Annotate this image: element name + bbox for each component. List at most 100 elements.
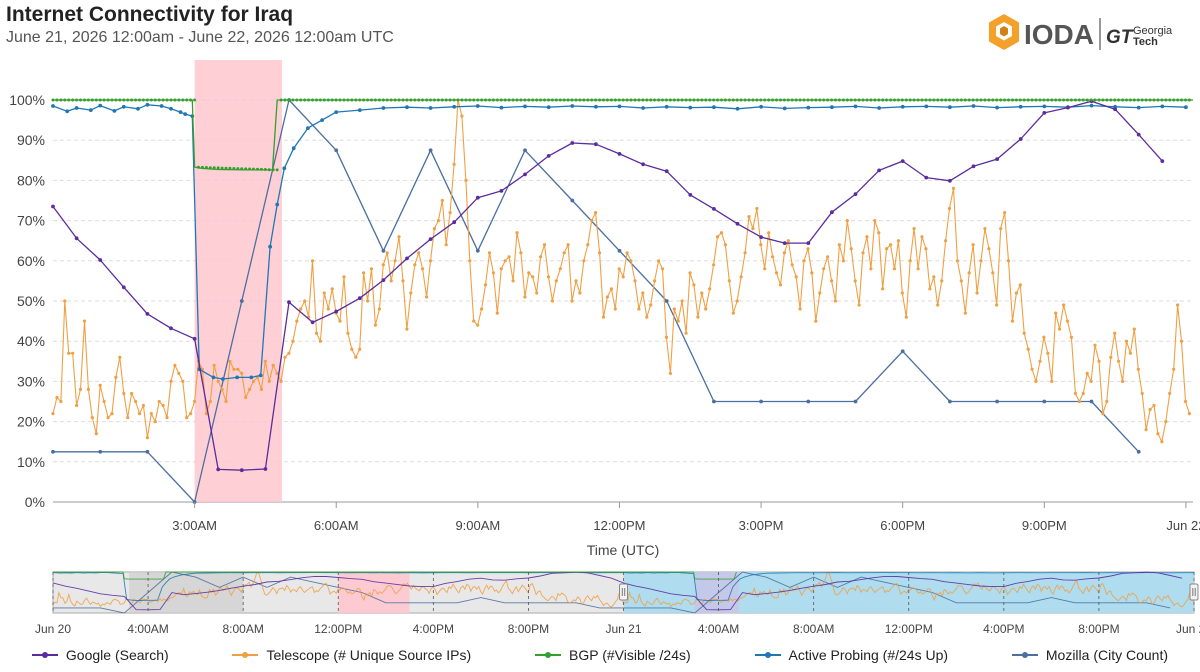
point-telescope	[562, 251, 566, 255]
point-probing	[178, 110, 183, 114]
legend-item-mozilla[interactable]: Mozilla (City Count)	[1011, 647, 1169, 663]
point-telescope	[1069, 335, 1073, 339]
point-google	[51, 204, 55, 209]
point-telescope	[244, 395, 248, 400]
point-telescope	[657, 259, 661, 263]
point-telescope	[145, 436, 149, 440]
ioda-georgia-tech-logo[interactable]: IODA GT Georgia Tech	[986, 12, 1186, 56]
point-bgp	[271, 168, 275, 172]
navigator-series-bgp	[53, 571, 737, 580]
point-bgp	[952, 98, 955, 102]
point-bgp	[55, 98, 59, 102]
point-google	[1136, 132, 1141, 137]
navigator-handle-left[interactable]	[619, 583, 628, 601]
point-telescope	[503, 259, 507, 263]
point-bgp	[511, 98, 515, 102]
navigator-handle-right[interactable]	[1189, 583, 1199, 601]
legend-item-probing[interactable]: Active Probing (#/24s Up)	[754, 647, 948, 663]
point-bgp	[613, 98, 617, 102]
point-telescope	[605, 295, 610, 299]
point-bgp	[452, 98, 456, 102]
point-google	[617, 152, 622, 156]
point-mozilla	[428, 148, 433, 153]
point-telescope	[629, 259, 633, 263]
point-bgp	[295, 98, 299, 102]
legend-item-google[interactable]: Google (Search)	[31, 647, 169, 663]
point-telescope	[1042, 335, 1046, 339]
point-bgp	[712, 98, 716, 102]
point-telescope	[692, 283, 696, 287]
point-mozilla	[853, 399, 858, 404]
point-telescope	[1097, 359, 1101, 363]
point-telescope	[165, 416, 169, 420]
point-google	[948, 178, 952, 183]
point-telescope	[1062, 303, 1066, 307]
point-bgp	[338, 98, 342, 102]
legend-swatch-mozilla	[1011, 652, 1038, 658]
point-bgp	[503, 98, 507, 102]
point-telescope	[936, 303, 940, 307]
point-bgp	[873, 98, 877, 102]
point-telescope	[892, 267, 897, 271]
point-telescope	[401, 279, 405, 283]
point-google	[74, 236, 79, 241]
navigator-series-mozilla	[53, 571, 1171, 614]
point-google	[428, 237, 433, 242]
legend-label-mozilla: Mozilla (City Count)	[1045, 647, 1169, 663]
y-tick-label: 100%	[9, 92, 45, 108]
point-telescope	[106, 416, 110, 420]
point-mozilla	[570, 198, 575, 203]
point-telescope	[550, 299, 555, 303]
y-tick-label: 0%	[25, 494, 45, 510]
point-telescope	[625, 251, 629, 255]
point-probing	[1160, 104, 1165, 109]
point-bgp	[908, 98, 912, 102]
point-google	[145, 312, 150, 316]
point-telescope	[295, 319, 299, 323]
point-telescope	[531, 275, 535, 279]
point-bgp	[720, 98, 723, 102]
legend-item-bgp[interactable]: BGP (#Visible /24s)	[535, 647, 691, 663]
point-bgp	[629, 98, 633, 102]
point-bgp	[676, 98, 680, 102]
point-telescope	[920, 235, 924, 239]
point-bgp	[389, 98, 393, 102]
point-telescope	[299, 307, 303, 311]
point-telescope	[354, 355, 358, 359]
point-telescope	[137, 412, 142, 416]
point-bgp	[283, 98, 287, 102]
point-google	[334, 309, 339, 314]
point-bgp	[1077, 98, 1081, 102]
point-telescope	[523, 295, 527, 299]
point-telescope	[59, 399, 63, 404]
point-telescope	[519, 251, 523, 255]
point-bgp	[358, 98, 362, 102]
point-bgp	[322, 98, 326, 102]
point-bgp	[1101, 98, 1105, 102]
point-bgp	[303, 98, 307, 102]
point-bgp	[692, 98, 696, 102]
point-telescope	[153, 420, 157, 424]
point-telescope	[723, 243, 728, 247]
point-bgp	[71, 98, 75, 102]
point-telescope	[696, 315, 700, 319]
point-bgp	[216, 166, 220, 170]
point-probing	[121, 104, 126, 109]
point-probing	[735, 106, 740, 111]
point-bgp	[126, 98, 130, 102]
point-bgp	[307, 98, 311, 102]
point-bgp	[519, 98, 523, 102]
point-telescope	[393, 259, 397, 263]
point-bgp	[1003, 98, 1007, 102]
point-telescope	[330, 287, 334, 291]
point-telescope	[1077, 399, 1081, 404]
point-bgp	[448, 98, 452, 102]
point-bgp	[1011, 98, 1014, 102]
point-telescope	[397, 235, 401, 239]
point-bgp	[299, 98, 303, 102]
legend-item-telescope[interactable]: Telescope (# Unique Source IPs)	[232, 647, 471, 663]
point-bgp	[472, 98, 476, 102]
y-tick-label: 10%	[17, 454, 45, 470]
point-bgp	[979, 98, 983, 102]
point-probing	[98, 103, 103, 108]
